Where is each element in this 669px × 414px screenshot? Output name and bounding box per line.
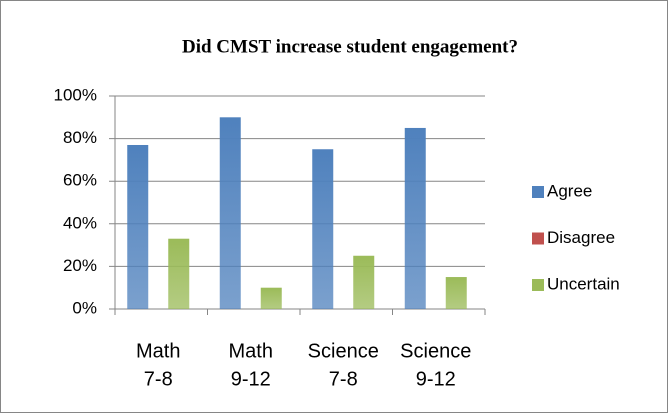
y-tick-label: 60% bbox=[63, 171, 97, 190]
legend-swatch bbox=[532, 232, 544, 245]
bar bbox=[312, 149, 334, 309]
y-tick-label: 40% bbox=[63, 213, 97, 232]
legend-swatch bbox=[532, 186, 544, 198]
legend-label: Uncertain bbox=[547, 274, 620, 293]
x-tick-label: 7-8 bbox=[144, 368, 173, 390]
y-tick-label: 80% bbox=[63, 128, 97, 147]
x-tick-label: 9-12 bbox=[416, 368, 456, 390]
legend-label: Disagree bbox=[547, 228, 615, 247]
y-tick-label: 20% bbox=[63, 256, 97, 275]
legend-label: Agree bbox=[547, 181, 592, 200]
bar bbox=[404, 127, 426, 309]
x-tick-label: Science bbox=[308, 340, 379, 362]
y-tick-label: 100% bbox=[54, 85, 97, 104]
chart-title: Did CMST increase student engagement? bbox=[182, 36, 518, 57]
legend-swatch bbox=[532, 279, 544, 291]
x-tick-label: Math bbox=[136, 340, 180, 362]
bar bbox=[168, 238, 190, 309]
bar bbox=[445, 277, 467, 309]
y-tick-label: 0% bbox=[72, 298, 97, 317]
bar bbox=[260, 287, 282, 309]
bar bbox=[127, 144, 149, 309]
x-tick-label: Math bbox=[229, 340, 273, 362]
bar bbox=[219, 117, 241, 309]
bar bbox=[353, 255, 375, 309]
x-tick-label: 9-12 bbox=[231, 368, 271, 390]
x-tick-label: Science bbox=[400, 340, 471, 362]
x-tick-label: 7-8 bbox=[329, 368, 358, 390]
